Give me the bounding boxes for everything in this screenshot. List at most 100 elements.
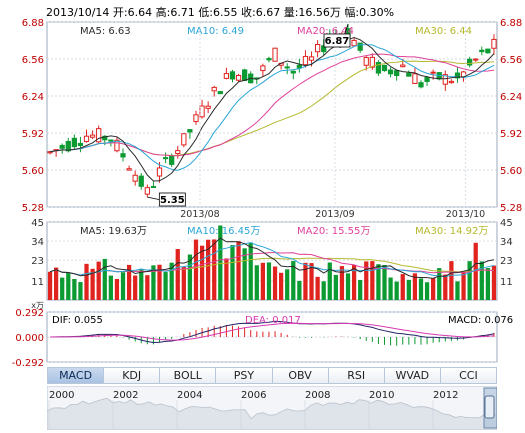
price-ytick-left: 6.88 [22, 18, 44, 29]
volume-bar [406, 279, 411, 300]
tab-psy[interactable]: PSY [216, 367, 273, 384]
volume-legend-ma30: MA30: 14.92万 [415, 226, 488, 237]
tab-cci[interactable]: CCI [440, 367, 497, 384]
tab-boll[interactable]: BOLL [160, 367, 217, 384]
price-ytick-left: 6.56 [22, 55, 44, 66]
candle-body [369, 56, 375, 68]
candle-body [96, 128, 102, 143]
candle-body [187, 129, 193, 133]
tab-rsi[interactable]: RSI [328, 367, 385, 384]
volume-bar [133, 275, 138, 300]
timeline-navigator[interactable]: 2000 2002 2004 2006 2008 2010 2012 [47, 386, 497, 430]
volume-bar [400, 274, 405, 300]
macd-legend-dea: DEA: 0.017 [245, 315, 301, 326]
candle-body [473, 58, 479, 61]
volume-bar [175, 248, 180, 300]
tab-obv[interactable]: OBV [272, 367, 329, 384]
volume-ytick-right: 34 [500, 237, 513, 248]
volume-bar [333, 274, 338, 300]
volume-bar [114, 278, 120, 300]
candle-body [442, 74, 448, 85]
macd-legend-dif: DIF: 0.055 [52, 315, 103, 326]
volume-ytick-right: 11 [500, 277, 513, 288]
macd-ytick: 0.000 [15, 333, 44, 344]
volume-bar [431, 277, 436, 300]
volume-bar [473, 242, 478, 300]
volume-bar [169, 262, 174, 300]
volume-bar [78, 282, 83, 300]
ma20-line [49, 53, 495, 157]
volume-bar [236, 241, 241, 300]
volume-bar [199, 245, 205, 300]
timeline-year-label: 2012 [433, 390, 458, 401]
timeline-handle[interactable] [484, 395, 495, 419]
candle-body [290, 70, 296, 74]
volume-bar [309, 263, 314, 300]
candle-body [430, 71, 436, 74]
candle-body [375, 62, 382, 74]
volume-bar [345, 273, 351, 300]
candle-body [302, 55, 309, 66]
candle-body [83, 135, 90, 142]
volume-bar [157, 264, 162, 300]
tab-macd[interactable]: MACD [47, 367, 105, 384]
candle-body [400, 64, 406, 68]
candle-body [412, 73, 418, 85]
candle-body [193, 114, 199, 123]
candle-body [229, 71, 236, 80]
volume-bar [187, 254, 193, 300]
volume-bar [266, 262, 272, 300]
price-legend-ma5: MA5: 6.63 [80, 26, 131, 37]
candle-body [467, 58, 473, 66]
price-ytick-left: 5.28 [22, 203, 44, 214]
volume-bar [47, 271, 53, 300]
price-xtick-label: 2013/08 [180, 209, 219, 220]
volume-bar [418, 278, 424, 300]
timeline-area [47, 397, 497, 430]
volume-bar [139, 269, 144, 300]
price-ytick-right: 6.24 [500, 92, 522, 103]
candle-body [448, 80, 455, 84]
candle-body [169, 155, 175, 165]
tab-wvad[interactable]: WVAD [384, 367, 441, 384]
candle-body [181, 133, 187, 146]
price-ytick-right: 6.56 [500, 55, 522, 66]
volume-bar [297, 280, 302, 300]
timeline-year-label: 2010 [369, 390, 394, 401]
volume-legend-ma5: MA5: 19.63万 [80, 226, 147, 237]
volume-bar [388, 277, 393, 300]
volume-bar [260, 262, 266, 300]
candle-body [351, 39, 357, 47]
candle-body [308, 56, 315, 61]
quote-change: 幅:0.30% [344, 6, 395, 19]
candle-body [102, 135, 108, 141]
price-ytick-left: 5.60 [22, 166, 44, 177]
volume-bar [96, 261, 101, 300]
volume-bar [285, 269, 290, 300]
volume-bar [315, 276, 320, 300]
volume-bar [108, 275, 113, 300]
candle-body [260, 65, 266, 72]
volume-bar [212, 239, 217, 300]
volume-bar [163, 272, 168, 300]
volume-ytick-right: 23 [500, 256, 513, 267]
candle-body [485, 48, 491, 54]
quote-volume: 量:16.56万 [283, 6, 341, 19]
price-legend-ma30: MA30: 6.44 [415, 26, 472, 37]
volume-bar [218, 225, 223, 300]
price-ytick-right: 5.28 [500, 203, 522, 214]
candle-body [223, 73, 230, 79]
candle-body [296, 64, 302, 69]
volume-bar [467, 261, 472, 300]
timeline-year-label: 2008 [305, 390, 330, 401]
candle-body [126, 168, 132, 171]
volume-bar [145, 275, 150, 300]
volume-bar [327, 262, 332, 300]
volume-legend-ma10: MA10: 16.45万 [187, 226, 260, 237]
tab-kdj[interactable]: KDJ [104, 367, 161, 384]
candle-body [381, 64, 388, 72]
quote-header: 2013/10/14 开:6.64 高:6.71 低:6.55 收:6.67 量… [46, 4, 394, 20]
price-ytick-right: 5.60 [500, 166, 522, 177]
volume-ytick-left: 23 [31, 256, 44, 267]
